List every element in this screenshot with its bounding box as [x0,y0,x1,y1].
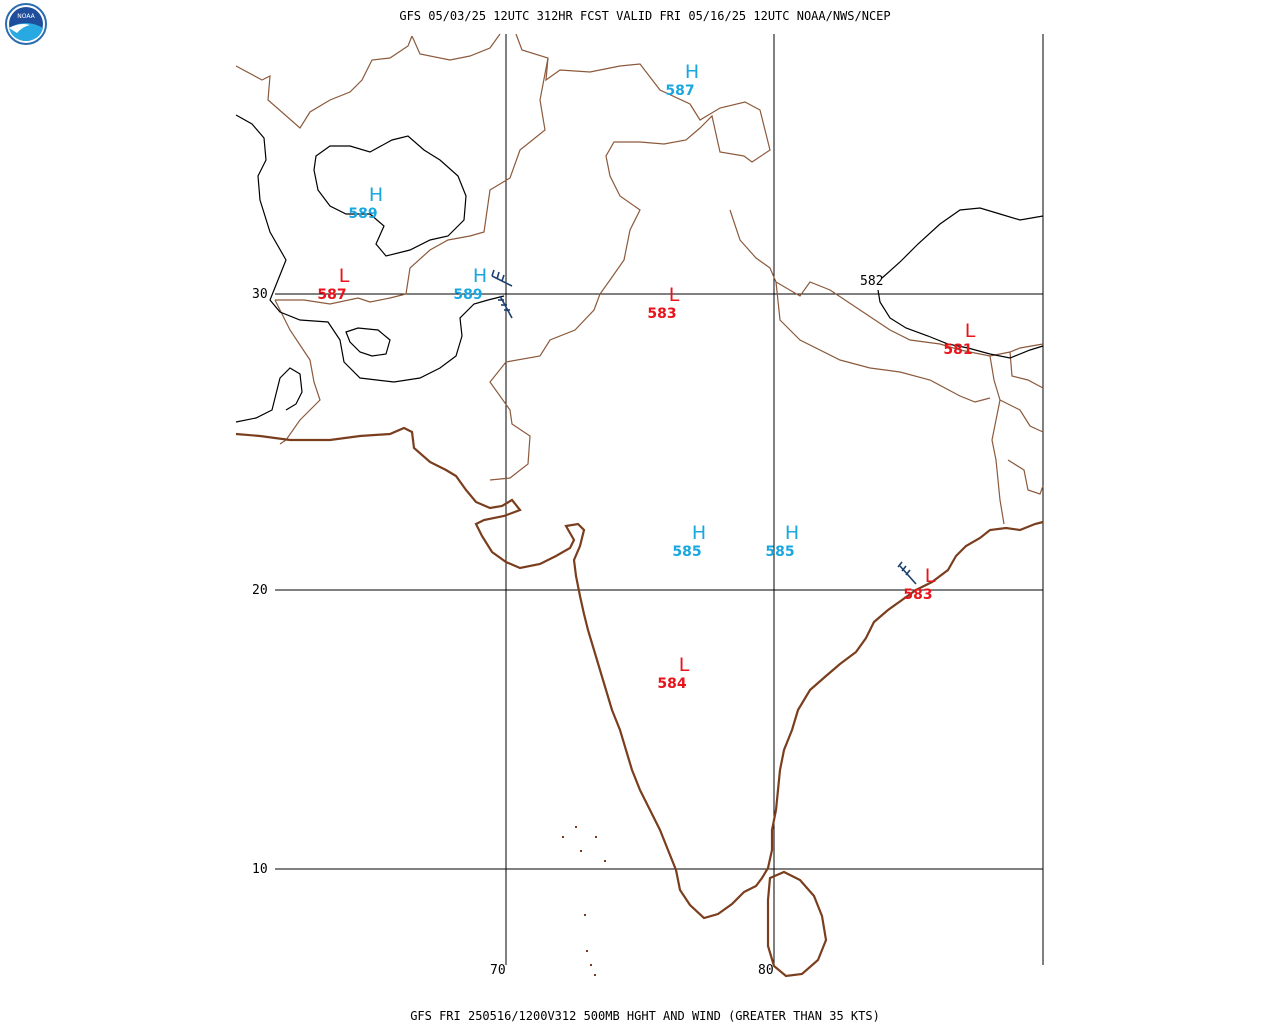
center-marker: L [679,654,690,676]
center-value: 587 [665,83,694,99]
center-value: 583 [903,587,932,603]
high-center: H 585 [672,522,706,560]
low-center: L 581 [943,320,975,358]
height-contours [235,114,1044,423]
wind-barb-east [897,561,917,585]
center-value: 589 [348,206,377,222]
latitude-label-20: 20 [252,583,268,598]
center-marker: H [473,265,487,287]
low-center: L 584 [657,654,689,692]
wind-barb-north [491,269,513,287]
noaa-logo: NOAA [5,3,47,45]
center-value: 585 [672,544,701,560]
islands [562,826,606,976]
contour-label-582: 582 [860,274,883,289]
high-center: H 587 [665,61,699,99]
center-marker: H [685,61,699,83]
center-marker: L [925,565,936,587]
center-value: 585 [765,544,794,560]
pressure-centers: H 587 H 589 L 587 H 589 L 583 L 581 H 58… [317,61,975,692]
high-center: H 585 [765,522,799,560]
center-value: 587 [317,287,346,303]
low-center: L 587 [317,265,349,303]
center-marker: L [339,265,350,287]
noaa-logo-text: NOAA [17,13,35,20]
center-value: 581 [943,342,972,358]
lat-lon-grid [275,34,1044,965]
wind-barb-south [498,295,513,319]
high-center: H 589 [348,184,383,222]
latitude-label-10: 10 [252,862,268,877]
center-value: 583 [647,306,676,322]
center-marker: H [785,522,799,544]
center-marker: L [669,284,680,306]
low-center: L 583 [647,284,679,322]
coastline [235,426,1044,978]
high-center: H 589 [453,265,487,303]
center-value: 589 [453,287,482,303]
low-center: L 583 [903,565,935,603]
political-borders [235,33,1044,525]
wind-barbs [491,269,917,585]
map-title: GFS 05/03/25 12UTC 312HR FCST VALID FRI … [399,9,890,23]
longitude-label-70: 70 [490,963,506,978]
longitude-label-80: 80 [758,963,774,978]
center-marker: L [965,320,976,342]
map-caption: GFS FRI 250516/1200V312 500MB HGHT AND W… [410,1009,880,1023]
center-marker: H [369,184,383,206]
center-marker: H [692,522,706,544]
latitude-label-30: 30 [252,287,268,302]
center-value: 584 [657,676,686,692]
